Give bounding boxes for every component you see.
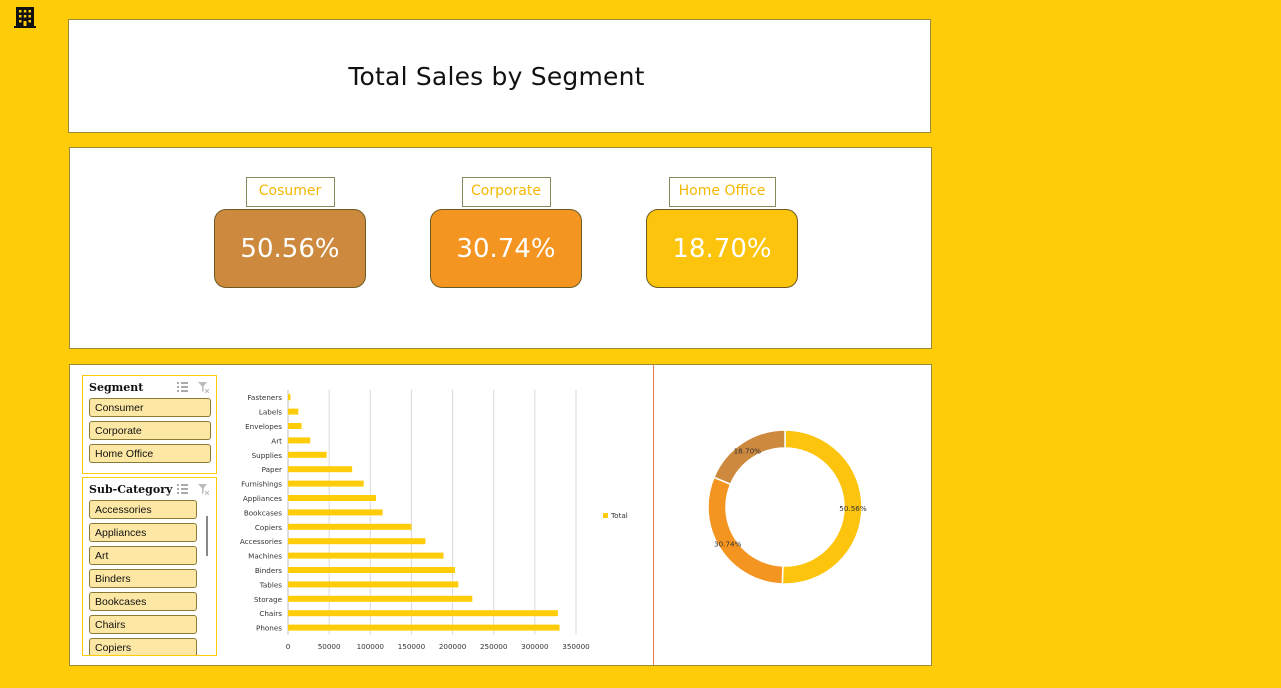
tick-label: 50000 (318, 642, 341, 651)
bar (288, 480, 364, 487)
bar (288, 581, 459, 588)
category-label: Paper (262, 465, 282, 474)
category-label: Envelopes (245, 422, 282, 431)
bar (288, 552, 444, 559)
bar (288, 466, 353, 473)
kpi-label: Corporate (461, 177, 551, 207)
bar (288, 624, 560, 631)
kpi-value: 50.56% (240, 233, 340, 264)
slicer-header: Sub-Category (83, 478, 216, 500)
bar (288, 610, 558, 617)
tick-label: 200000 (439, 642, 467, 651)
slicer-item-corporate[interactable]: Corporate (89, 421, 211, 440)
slicer-title: Sub-Category (89, 482, 173, 496)
clear-filter-icon[interactable] (197, 483, 210, 495)
legend-swatch (603, 513, 608, 518)
slicer-item-binders[interactable]: Binders (89, 569, 197, 588)
bar (288, 595, 473, 602)
kpi-label: Home Office (668, 177, 776, 207)
tick-label: 150000 (398, 642, 426, 651)
slice-label: 30.74% (714, 540, 742, 549)
kpi-home-office: Home Office 18.70% (646, 177, 798, 288)
category-label: Appliances (243, 494, 282, 503)
bar (288, 408, 299, 415)
bar (288, 394, 291, 401)
slicer-item-appliances[interactable]: Appliances (89, 523, 197, 542)
subcategory-list: Accessories Appliances Art Binders Bookc… (83, 500, 197, 655)
donut-slice (712, 429, 786, 486)
multi-select-icon[interactable] (176, 381, 189, 393)
slice-label: 18.70% (734, 446, 762, 455)
slice-label: 50.56% (839, 504, 867, 513)
bar (288, 451, 327, 458)
slicer-item-copiers[interactable]: Copiers (89, 638, 197, 655)
category-label: Supplies (252, 451, 283, 460)
kpi-value: 30.74% (456, 233, 556, 264)
slicer-item-consumer[interactable]: Consumer (89, 398, 211, 417)
category-label: Copiers (255, 523, 282, 532)
bar (288, 437, 311, 444)
category-label: Art (271, 436, 282, 445)
bottom-panel: Segment Consumer Corporate Home Office S… (69, 364, 932, 666)
category-label: Storage (254, 595, 283, 604)
category-label: Accessories (240, 537, 282, 546)
slicer-title: Segment (89, 380, 144, 394)
category-label: Furnishings (241, 480, 282, 489)
scrollbar-thumb[interactable] (206, 516, 208, 556)
tick-label: 300000 (521, 642, 549, 651)
panel-divider (653, 365, 654, 665)
tick-label: 100000 (357, 642, 385, 651)
bar (288, 523, 412, 530)
category-label: Phones (256, 624, 282, 633)
bar (288, 495, 377, 501)
category-label: Machines (248, 552, 282, 561)
slicer-header: Segment (83, 376, 216, 398)
building-icon (14, 7, 36, 28)
kpi-value-box: 18.70% (646, 209, 798, 288)
kpi-value-box: 30.74% (430, 209, 582, 288)
kpi-panel: Cosumer 50.56% Corporate 30.74% Home Off… (69, 147, 932, 349)
bar (288, 509, 383, 516)
slicer-item-home-office[interactable]: Home Office (89, 444, 211, 463)
kpi-label: Cosumer (245, 177, 335, 207)
subcategory-slicer: Sub-Category Accessories Appliances Art … (82, 477, 217, 656)
scrollbar[interactable] (203, 512, 211, 648)
bar (288, 538, 426, 545)
slicer-item-art[interactable]: Art (89, 546, 197, 565)
bar (288, 423, 302, 429)
kpi-value: 18.70% (672, 233, 772, 264)
kpi-value-box: 50.56% (214, 209, 366, 288)
tick-label: 250000 (480, 642, 508, 651)
category-label: Bookcases (244, 508, 282, 517)
donut-chart: 50.56% 30.74% 18.70% (707, 429, 867, 585)
donut-slice (707, 476, 784, 585)
kpi-corporate: Corporate 30.74% (430, 177, 582, 288)
tick-label: 350000 (562, 642, 590, 651)
kpi-consumer: Cosumer 50.56% (214, 177, 366, 288)
category-label: Fasteners (247, 393, 282, 402)
page-title: Total Sales by Segment (348, 61, 645, 91)
segment-slicer: Segment Consumer Corporate Home Office (82, 375, 217, 474)
category-label: Chairs (259, 609, 282, 618)
multi-select-icon[interactable] (176, 483, 189, 495)
title-panel: Total Sales by Segment (68, 19, 931, 133)
bar (288, 567, 456, 573)
slicer-item-chairs[interactable]: Chairs (89, 615, 197, 634)
category-label: Binders (255, 566, 282, 575)
category-label: Labels (259, 408, 282, 417)
clear-filter-icon[interactable] (197, 381, 210, 393)
tick-label: 0 (286, 642, 291, 651)
slicer-item-bookcases[interactable]: Bookcases (89, 592, 197, 611)
category-label: Tables (259, 580, 283, 589)
slicer-item-accessories[interactable]: Accessories (89, 500, 197, 519)
bar-chart: Fasteners Labels Envelopes Art Supplies Paper… (240, 390, 628, 651)
legend-label: Total (610, 511, 628, 520)
